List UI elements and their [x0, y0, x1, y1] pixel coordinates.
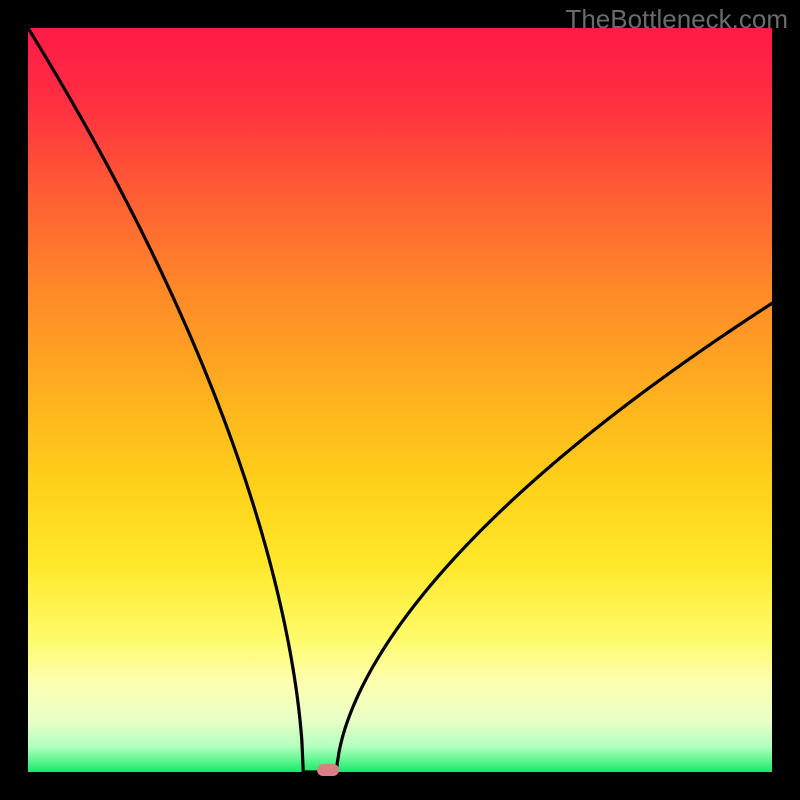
bottleneck-curve: [28, 28, 772, 772]
curve-path: [28, 28, 772, 772]
chart-frame: TheBottleneck.com: [0, 0, 800, 800]
plot-area: [28, 28, 772, 772]
watermark-text: TheBottleneck.com: [565, 4, 788, 35]
